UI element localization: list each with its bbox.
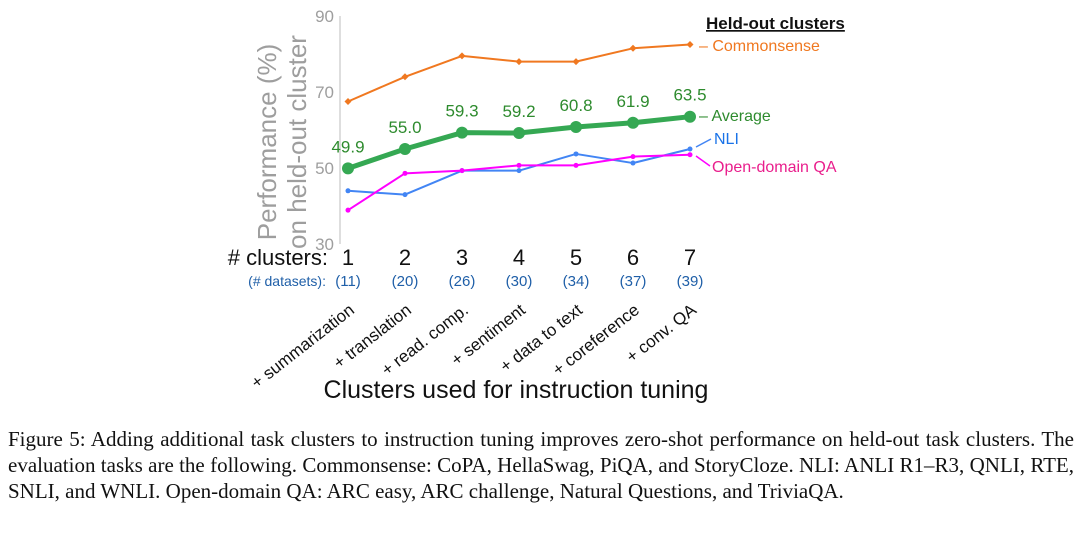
legend-label-average: – Average [699,108,771,125]
line-chart: 30 50 70 90 Performance (%) on held-out clu… [228,7,845,404]
open-domain-qa-marker [516,162,522,168]
y-tick-label: 70 [315,83,334,102]
open-domain-qa-marker [573,162,579,168]
average-value-label: 60.8 [559,96,592,115]
average-value-label: 49.9 [331,137,364,156]
average-marker [513,127,525,140]
commonsense-marker [686,41,694,48]
nli-marker [630,160,636,166]
dataset-count-label: (26) [449,273,476,290]
dataset-count-label: (11) [335,273,361,290]
y-tick-label: 90 [315,7,334,26]
commonsense-marker [629,44,637,52]
open-domain-qa-marker [459,168,465,174]
dataset-count-label: (37) [620,273,647,290]
figure-caption: Figure 5: Adding additional task cluster… [8,427,1074,503]
dataset-count-label: (39) [677,273,704,290]
legend-label-commonsense: – Commonsense [699,38,820,55]
cluster-count-label: 4 [513,245,525,270]
average-marker [627,116,639,129]
commonsense-marker [515,58,523,66]
average-value-label: 59.3 [445,102,478,121]
average-value-label: 63.5 [673,86,706,105]
open-domain-qa-marker [687,152,693,158]
dataset-count-label: (34) [563,273,590,290]
value-labels: 49.9 55.0 59.3 59.2 60.8 61.9 63.5 [331,86,706,157]
average-marker [570,120,582,133]
nli-marker [402,192,408,198]
open-domain-qa-marker [345,207,351,213]
average-marker [456,126,468,139]
dataset-count-label: (20) [392,273,419,290]
cluster-count-label: 1 [342,245,354,270]
legend-title: Held-out clusters [706,14,845,33]
average-marker [342,162,354,175]
average-marker [684,110,696,123]
commonsense-marker [572,58,580,66]
open-domain-qa-marker [630,154,636,160]
average-marker [399,143,411,155]
cluster-count-label: 6 [627,245,639,270]
x-axis-label: Clusters used for instruction tuning [324,376,709,404]
nli-marker [516,168,522,174]
dataset-count-label: (30) [506,273,533,290]
y-ticks: 30 50 70 90 [315,7,334,254]
commonsense-marker [458,52,466,60]
nli-marker [687,146,693,152]
nli-marker [345,188,351,194]
commonsense-marker [401,73,409,81]
cluster-count-label: 3 [456,245,468,270]
y-tick-label: 30 [315,235,334,254]
average-value-label: 61.9 [616,92,649,111]
open-domain-qa-marker [402,170,408,176]
y-axis-label: Performance (%) [252,44,282,241]
commonsense-marker [344,98,352,105]
datasets-row-label: (# datasets): [248,273,326,289]
series-markers [342,41,696,213]
average-value-label: 59.2 [502,102,535,121]
legend-leader-nli [695,138,712,148]
legend-leader-open-domain-qa [695,155,711,167]
cluster-count-label: 2 [399,245,411,270]
y-tick-label: 50 [315,159,334,178]
nli-marker [573,151,579,157]
cluster-count-label: 5 [570,245,582,270]
legend: – Commonsense – Average NLI Open-domain QA [695,38,837,176]
cluster-count-label: 7 [684,245,696,270]
legend-label-nli: NLI [714,131,739,148]
y-axis-label-line2: on held-out cluster [282,35,312,249]
average-value-label: 55.0 [388,118,421,137]
clusters-row-label: # clusters: [228,245,328,270]
legend-label-open-domain-qa: Open-domain QA [712,159,837,176]
